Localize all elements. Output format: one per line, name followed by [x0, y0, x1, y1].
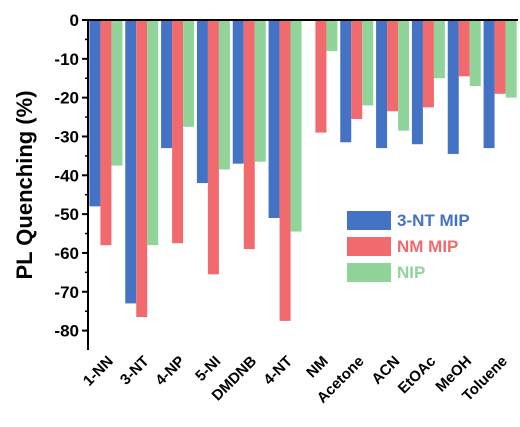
- y-tick-label: -70: [54, 283, 79, 302]
- bar-nip-acn: [398, 20, 410, 131]
- bars: [89, 20, 517, 321]
- bar-nip-etoac: [433, 20, 445, 79]
- bar-3-nt-mip-1-nn: [89, 20, 101, 207]
- bar-nip-toluene: [505, 20, 517, 98]
- bar-nm-mip-acn: [387, 20, 399, 112]
- bar-3-nt-mip-acetone: [340, 20, 352, 143]
- bar-nm-mip-1-nn: [100, 20, 112, 246]
- x-category-label: 3-NT: [117, 353, 153, 389]
- y-axis-title-group: PL Quenching (%): [12, 90, 37, 279]
- bar-3-nt-mip-3-nt: [125, 20, 137, 304]
- y-tick-label: -40: [54, 166, 79, 185]
- bar-nip-4-nt: [290, 20, 302, 232]
- x-category-label: 4-NT: [260, 353, 296, 389]
- legend-swatch: [347, 263, 391, 282]
- bar-nip-5-ni: [218, 20, 230, 170]
- y-tick-label: -10: [54, 50, 79, 69]
- bar-3-nt-mip-toluene: [483, 20, 495, 149]
- bar-3-nt-mip-5-ni: [196, 20, 208, 184]
- bar-nip-acetone: [362, 20, 374, 106]
- legend-swatch: [347, 211, 391, 230]
- x-category-label: 1-NN: [80, 353, 117, 390]
- bar-nip-meoh: [469, 20, 481, 86]
- bar-nm-mip-toluene: [494, 20, 506, 94]
- bar-nm-mip-nm: [315, 20, 327, 133]
- bar-3-nt-mip-4-nt: [268, 20, 280, 218]
- legend-swatch: [347, 237, 391, 256]
- bar-nm-mip-4-np: [172, 20, 184, 244]
- x-category-label: 4-NP: [152, 353, 188, 389]
- bar-nm-mip-etoac: [422, 20, 434, 108]
- bar-nm-mip-acetone: [351, 20, 363, 119]
- y-tick-label: -60: [54, 244, 79, 263]
- bar-nm-mip-4-nt: [279, 20, 291, 321]
- bar-nip-nm: [326, 20, 338, 52]
- legend-label: 3-NT MIP: [397, 211, 470, 230]
- y-axis-title: PL Quenching (%): [12, 90, 37, 279]
- y-tick-label: -20: [54, 89, 79, 108]
- x-category-label: EtOAc: [395, 353, 439, 397]
- bar-nip-1-nn: [111, 20, 123, 166]
- bar-nm-mip-3-nt: [136, 20, 148, 317]
- y-axis-ticks: 0 -10 -20 -30 -40 -50 -60 -70 -80: [54, 11, 88, 341]
- y-tick-label: -50: [54, 205, 79, 224]
- bar-3-nt-mip-etoac: [411, 20, 423, 145]
- bar-3-nt-mip-4-np: [161, 20, 173, 149]
- bar-nip-4-np: [183, 20, 195, 127]
- bar-nip-3-nt: [147, 20, 159, 246]
- bar-3-nt-mip-acn: [376, 20, 388, 149]
- legend-label: NM MIP: [397, 237, 458, 256]
- bar-nm-mip-5-ni: [207, 20, 219, 275]
- legend-label: NIP: [397, 263, 425, 282]
- bar-3-nt-mip-dmdnb: [232, 20, 244, 164]
- bar-nm-mip-dmdnb: [243, 20, 255, 250]
- legend: 3-NT MIP NM MIP NIP: [347, 211, 470, 282]
- bar-3-nt-mip-meoh: [447, 20, 459, 154]
- y-tick-label: -80: [54, 322, 79, 341]
- y-tick-label: 0: [70, 11, 79, 30]
- y-tick-label: -30: [54, 127, 79, 146]
- bar-nip-dmdnb: [254, 20, 266, 162]
- x-category-label: NM: [303, 353, 332, 382]
- bar-nm-mip-meoh: [458, 20, 470, 77]
- axes: [87, 19, 518, 350]
